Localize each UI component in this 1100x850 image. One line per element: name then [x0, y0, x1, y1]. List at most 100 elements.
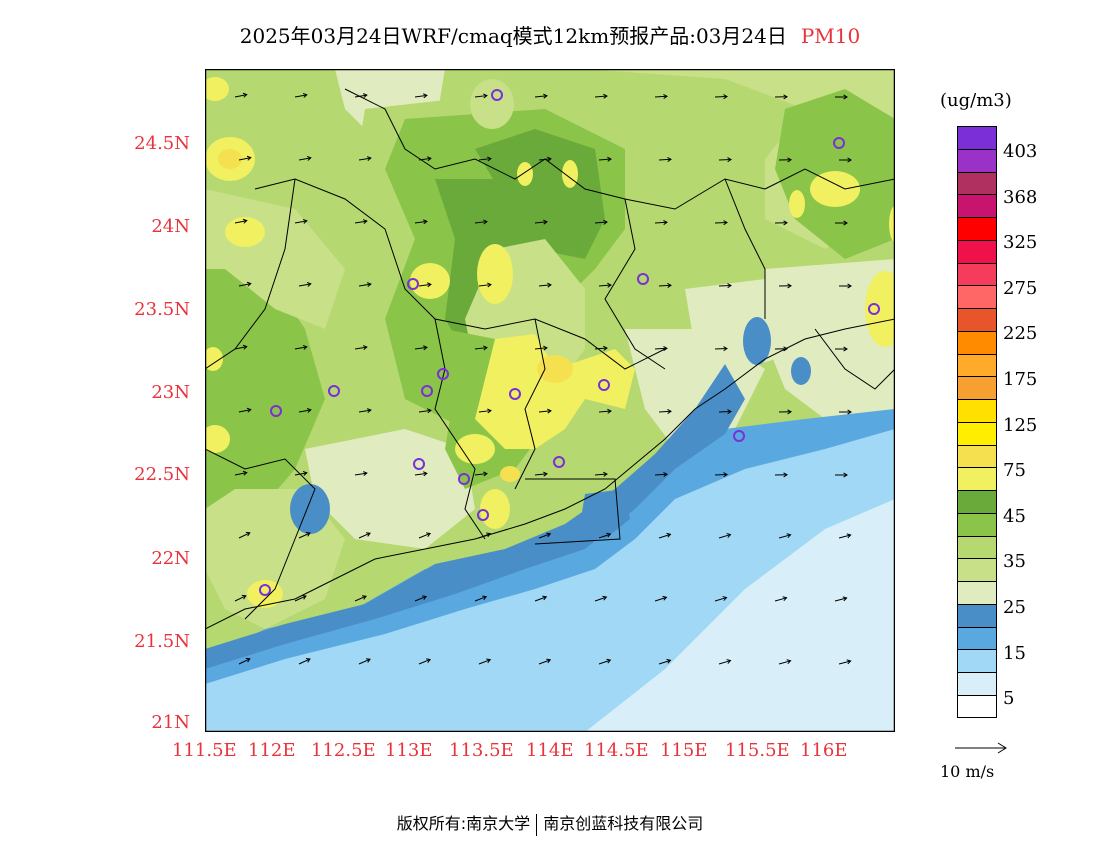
wind-arrow-icon — [294, 346, 307, 350]
wind-arrowhead-icon — [727, 157, 732, 163]
wind-arrow-icon — [774, 597, 787, 602]
wind-arrowhead-icon — [547, 156, 552, 162]
wind-arrow-icon — [354, 472, 367, 476]
wind-arrowhead-icon — [603, 219, 608, 225]
high-concentration-areas — [205, 77, 895, 608]
wind-arrow-icon — [594, 347, 608, 350]
wind-arrow-icon — [358, 409, 371, 413]
wind-arrowhead-icon — [666, 532, 672, 538]
wind-arrowhead-icon — [843, 472, 848, 478]
wind-arrowhead-icon — [787, 157, 792, 163]
wind-arrow-icon — [298, 658, 311, 665]
footer-divider — [536, 813, 538, 836]
wind-arrowhead-icon — [426, 532, 431, 537]
wind-arrow-icon — [654, 473, 668, 476]
wind-arrowhead-icon — [547, 282, 552, 288]
wind-arrowhead-icon — [663, 471, 668, 477]
wind-arrow-icon — [594, 221, 608, 224]
wind-arrowhead-icon — [483, 345, 488, 351]
wind-arrowhead-icon — [361, 595, 367, 600]
wind-arrowhead-icon — [602, 595, 608, 601]
wind-arrowhead-icon — [482, 595, 488, 601]
wind-arrow-icon — [718, 534, 731, 539]
colorbar-segment — [957, 285, 997, 308]
wind-arrow-icon — [418, 532, 431, 539]
wind-reference-label: 10 m/s — [940, 762, 995, 781]
wind-arrowhead-icon — [427, 282, 432, 288]
wind-arrowhead-icon — [847, 409, 852, 415]
wind-arrowhead-icon — [843, 220, 848, 226]
wind-arrow-icon — [298, 409, 311, 413]
wind-arrow-icon — [418, 283, 431, 287]
company-name: 南京创蓝科技有限公司 — [543, 814, 704, 833]
latitude-label: 21N — [151, 712, 190, 733]
wind-arrowhead-icon — [843, 346, 848, 352]
wind-arrow-icon — [594, 95, 608, 98]
wind-arrow-icon — [658, 533, 671, 539]
wind-arrow-icon — [658, 659, 671, 665]
wind-arrow-icon — [598, 533, 611, 539]
wind-arrowhead-icon — [426, 658, 431, 663]
colorbar-segment — [957, 558, 997, 581]
wind-arrowhead-icon — [723, 472, 728, 478]
wind-arrowhead-icon — [662, 595, 668, 601]
longitude-label: 114.5E — [584, 740, 649, 761]
latitude-label: 23N — [151, 382, 190, 403]
wind-arrowhead-icon — [666, 658, 672, 664]
latitude-label: 21.5N — [134, 631, 190, 652]
colorbar-segment — [957, 603, 997, 627]
wind-reference-arrow-icon — [955, 742, 1007, 754]
wind-arrowhead-icon — [667, 282, 672, 288]
longitude-label: 112E — [248, 740, 296, 761]
colorbar-segment — [957, 672, 997, 695]
wind-arrowhead-icon — [843, 94, 848, 100]
wind-arrowhead-icon — [362, 471, 368, 477]
colorbar-segment — [957, 148, 997, 172]
wind-arrow-icon — [234, 94, 247, 98]
longitude-label: 116E — [800, 740, 848, 761]
wind-arrow-icon — [234, 346, 247, 350]
wind-arrow-icon — [478, 158, 491, 161]
colorbar-label: 35 — [1003, 551, 1026, 573]
wind-arrowhead-icon — [726, 533, 732, 538]
wind-arrowhead-icon — [362, 219, 368, 225]
wind-arrowhead-icon — [242, 218, 248, 224]
wind-arrowhead-icon — [846, 659, 852, 665]
wind-arrow-icon — [474, 95, 487, 98]
colorbar-label: 368 — [1003, 186, 1038, 208]
wind-arrow-icon — [238, 157, 251, 161]
wind-arrowhead-icon — [366, 156, 372, 162]
colorbar-segment — [957, 171, 997, 195]
wind-arrow-icon — [238, 532, 251, 539]
wind-arrowhead-icon — [305, 658, 311, 663]
wind-arrow-icon — [294, 472, 307, 476]
wind-arrowhead-icon — [543, 219, 548, 225]
colorbar-label: 45 — [1003, 505, 1026, 527]
wind-arrowhead-icon — [483, 219, 488, 225]
wind-arrowhead-icon — [486, 532, 492, 538]
title-text: 2025年03月24日WRF/cmaq模式12km预报产品:03月24日 — [239, 24, 787, 48]
wind-arrowhead-icon — [245, 657, 251, 663]
wind-arrow-icon — [294, 595, 307, 602]
wind-arrow-icon — [658, 158, 672, 161]
wind-arrow-icon — [474, 347, 487, 350]
colorbar-segment — [957, 194, 997, 217]
colorbar-label: 25 — [1003, 597, 1026, 618]
wind-arrowhead-icon — [423, 93, 428, 99]
wind-arrowhead-icon — [487, 156, 492, 162]
colorbar-label: 175 — [1003, 369, 1038, 390]
longitude-label: 114E — [526, 740, 574, 761]
wind-arrowhead-icon — [423, 219, 428, 225]
colorbar-segment — [957, 217, 997, 240]
longitude-label: 112.5E — [311, 740, 376, 761]
colorbar-segment — [957, 490, 997, 513]
wind-arrow-icon — [238, 283, 251, 287]
wind-arrowhead-icon — [306, 155, 312, 161]
wind-arrow-icon — [414, 595, 427, 602]
wind-arrowhead-icon — [306, 407, 312, 413]
wind-arrowhead-icon — [423, 471, 428, 477]
wind-arrow-icon — [358, 157, 371, 161]
wind-arrowhead-icon — [603, 93, 608, 99]
wind-arrowhead-icon — [847, 283, 852, 289]
colorbar-segment — [957, 376, 997, 399]
